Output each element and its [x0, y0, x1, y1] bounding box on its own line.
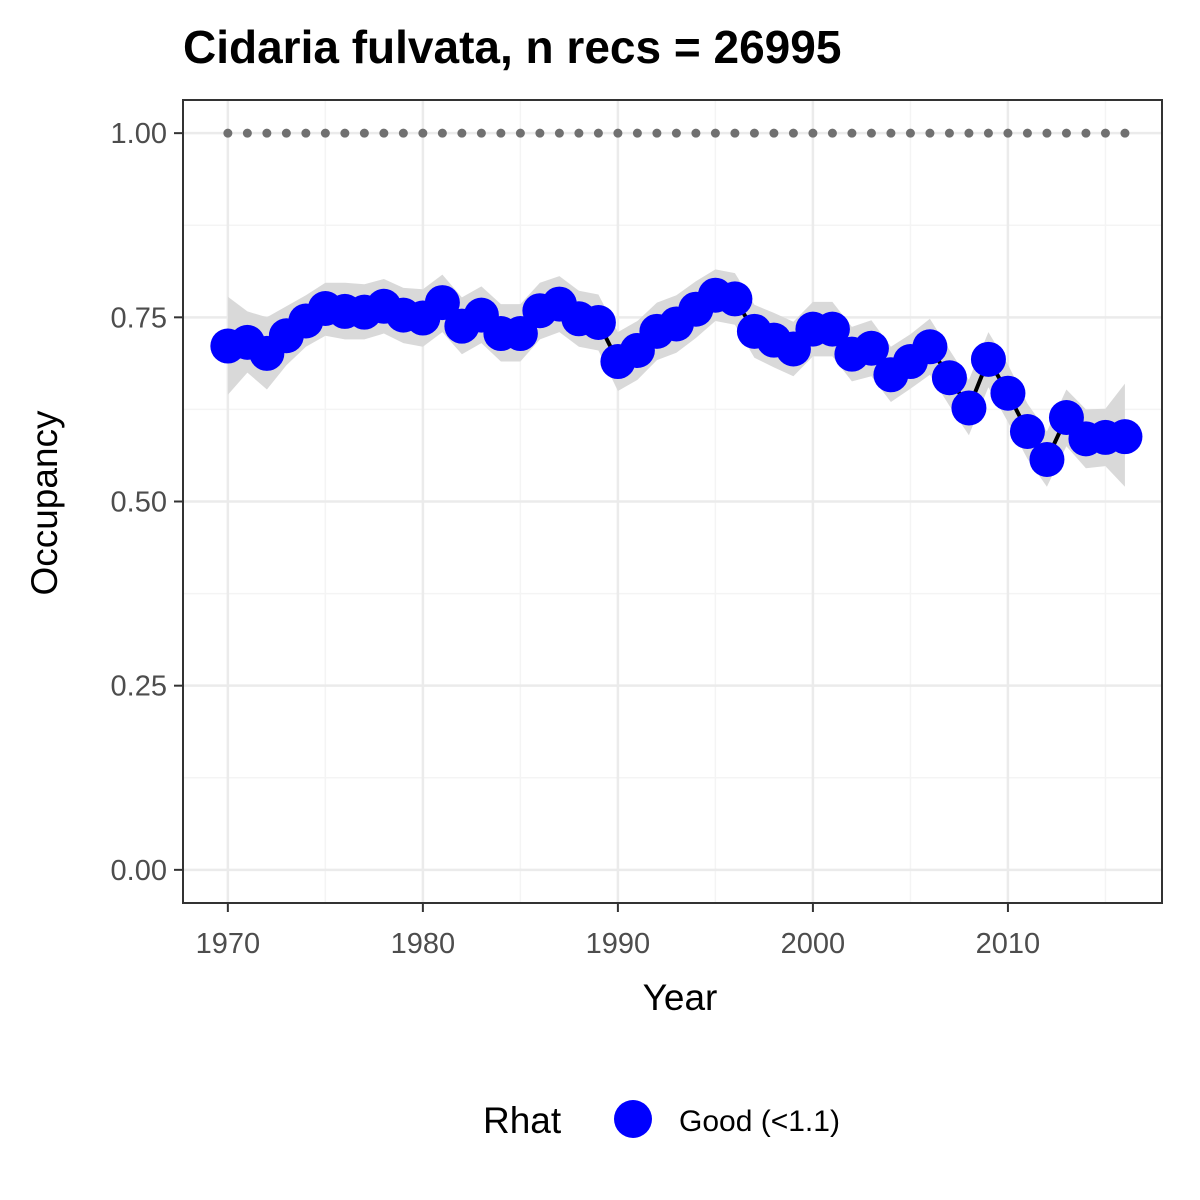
reference-dot [1003, 128, 1013, 138]
reference-dot [1061, 128, 1071, 138]
reference-dot [632, 128, 642, 138]
reference-dot [1100, 128, 1110, 138]
reference-dot [1022, 128, 1032, 138]
reference-dot [1042, 128, 1052, 138]
x-axis-title: Year [643, 977, 718, 1018]
reference-dot [652, 128, 662, 138]
reference-dot [535, 128, 545, 138]
reference-dot [847, 128, 857, 138]
reference-dot [983, 128, 993, 138]
x-tick-label: 1970 [196, 928, 261, 960]
reference-dot [281, 128, 291, 138]
data-point-2001 [814, 311, 850, 347]
reference-dot [671, 128, 681, 138]
y-tick-label: 0.50 [111, 487, 167, 519]
reference-dot [827, 128, 837, 138]
data-point-2011 [1009, 414, 1045, 450]
reference-dot [788, 128, 798, 138]
data-point-2007 [931, 360, 967, 396]
reference-line [223, 128, 1130, 138]
reference-dot [691, 128, 701, 138]
legend: Rhat Good (<1.1) [483, 1100, 840, 1141]
reference-dot [496, 128, 506, 138]
reference-dot [437, 128, 447, 138]
reference-dot [1081, 128, 1091, 138]
y-tick-label: 0.00 [111, 855, 167, 887]
y-tick-label: 0.75 [111, 302, 167, 334]
reference-dot [379, 128, 389, 138]
legend-title: Rhat [483, 1100, 562, 1141]
reference-dot [418, 128, 428, 138]
legend-key-good [614, 1100, 652, 1138]
x-tick-label: 2000 [781, 928, 846, 960]
x-tick-label: 1990 [586, 928, 651, 960]
reference-dot [398, 128, 408, 138]
reference-dot [905, 128, 915, 138]
data-point-1996 [717, 281, 753, 317]
x-tick-label: 1980 [391, 928, 456, 960]
reference-dot [476, 128, 486, 138]
data-point-2009 [970, 341, 1006, 377]
reference-dot [554, 128, 564, 138]
reference-dot [925, 128, 935, 138]
reference-dot [223, 128, 233, 138]
y-tick-label: 1.00 [111, 118, 167, 150]
data-point-1985 [502, 316, 538, 352]
reference-dot [457, 128, 467, 138]
data-point-2006 [912, 329, 948, 365]
data-point-2010 [990, 375, 1026, 411]
chart-title: Cidaria fulvata, n recs = 26995 [183, 21, 841, 73]
gridlines [183, 100, 1162, 903]
reference-dot [613, 128, 623, 138]
reference-dot [515, 128, 525, 138]
y-tick-label: 0.25 [111, 671, 167, 703]
x-axis-ticks: 1970 1980 1990 2000 2010 [196, 903, 1041, 960]
reference-dot [574, 128, 584, 138]
reference-dot [320, 128, 330, 138]
data-point-1981 [424, 285, 460, 321]
data-point-2012 [1029, 442, 1065, 478]
y-axis-title: Occupancy [24, 410, 65, 596]
reference-dot [301, 128, 311, 138]
data-point-2003 [853, 330, 889, 366]
reference-dot [242, 128, 252, 138]
reference-dot [808, 128, 818, 138]
reference-dot [866, 128, 876, 138]
legend-label-good: Good (<1.1) [679, 1105, 840, 1138]
data-points [210, 277, 1143, 478]
reference-dot [769, 128, 779, 138]
data-point-2008 [951, 390, 987, 426]
reference-dot [359, 128, 369, 138]
data-point-1989 [580, 304, 616, 340]
reference-dot [1120, 128, 1130, 138]
data-point-2016 [1107, 419, 1143, 455]
reference-dot [262, 128, 272, 138]
reference-dot [749, 128, 759, 138]
reference-dot [886, 128, 896, 138]
y-axis-ticks: 0.00 0.25 0.50 0.75 1.00 [111, 118, 183, 887]
reference-dot [710, 128, 720, 138]
reference-dot [730, 128, 740, 138]
reference-dot [593, 128, 603, 138]
x-tick-label: 2010 [976, 928, 1041, 960]
reference-dot [944, 128, 954, 138]
reference-dot [340, 128, 350, 138]
reference-dot [964, 128, 974, 138]
